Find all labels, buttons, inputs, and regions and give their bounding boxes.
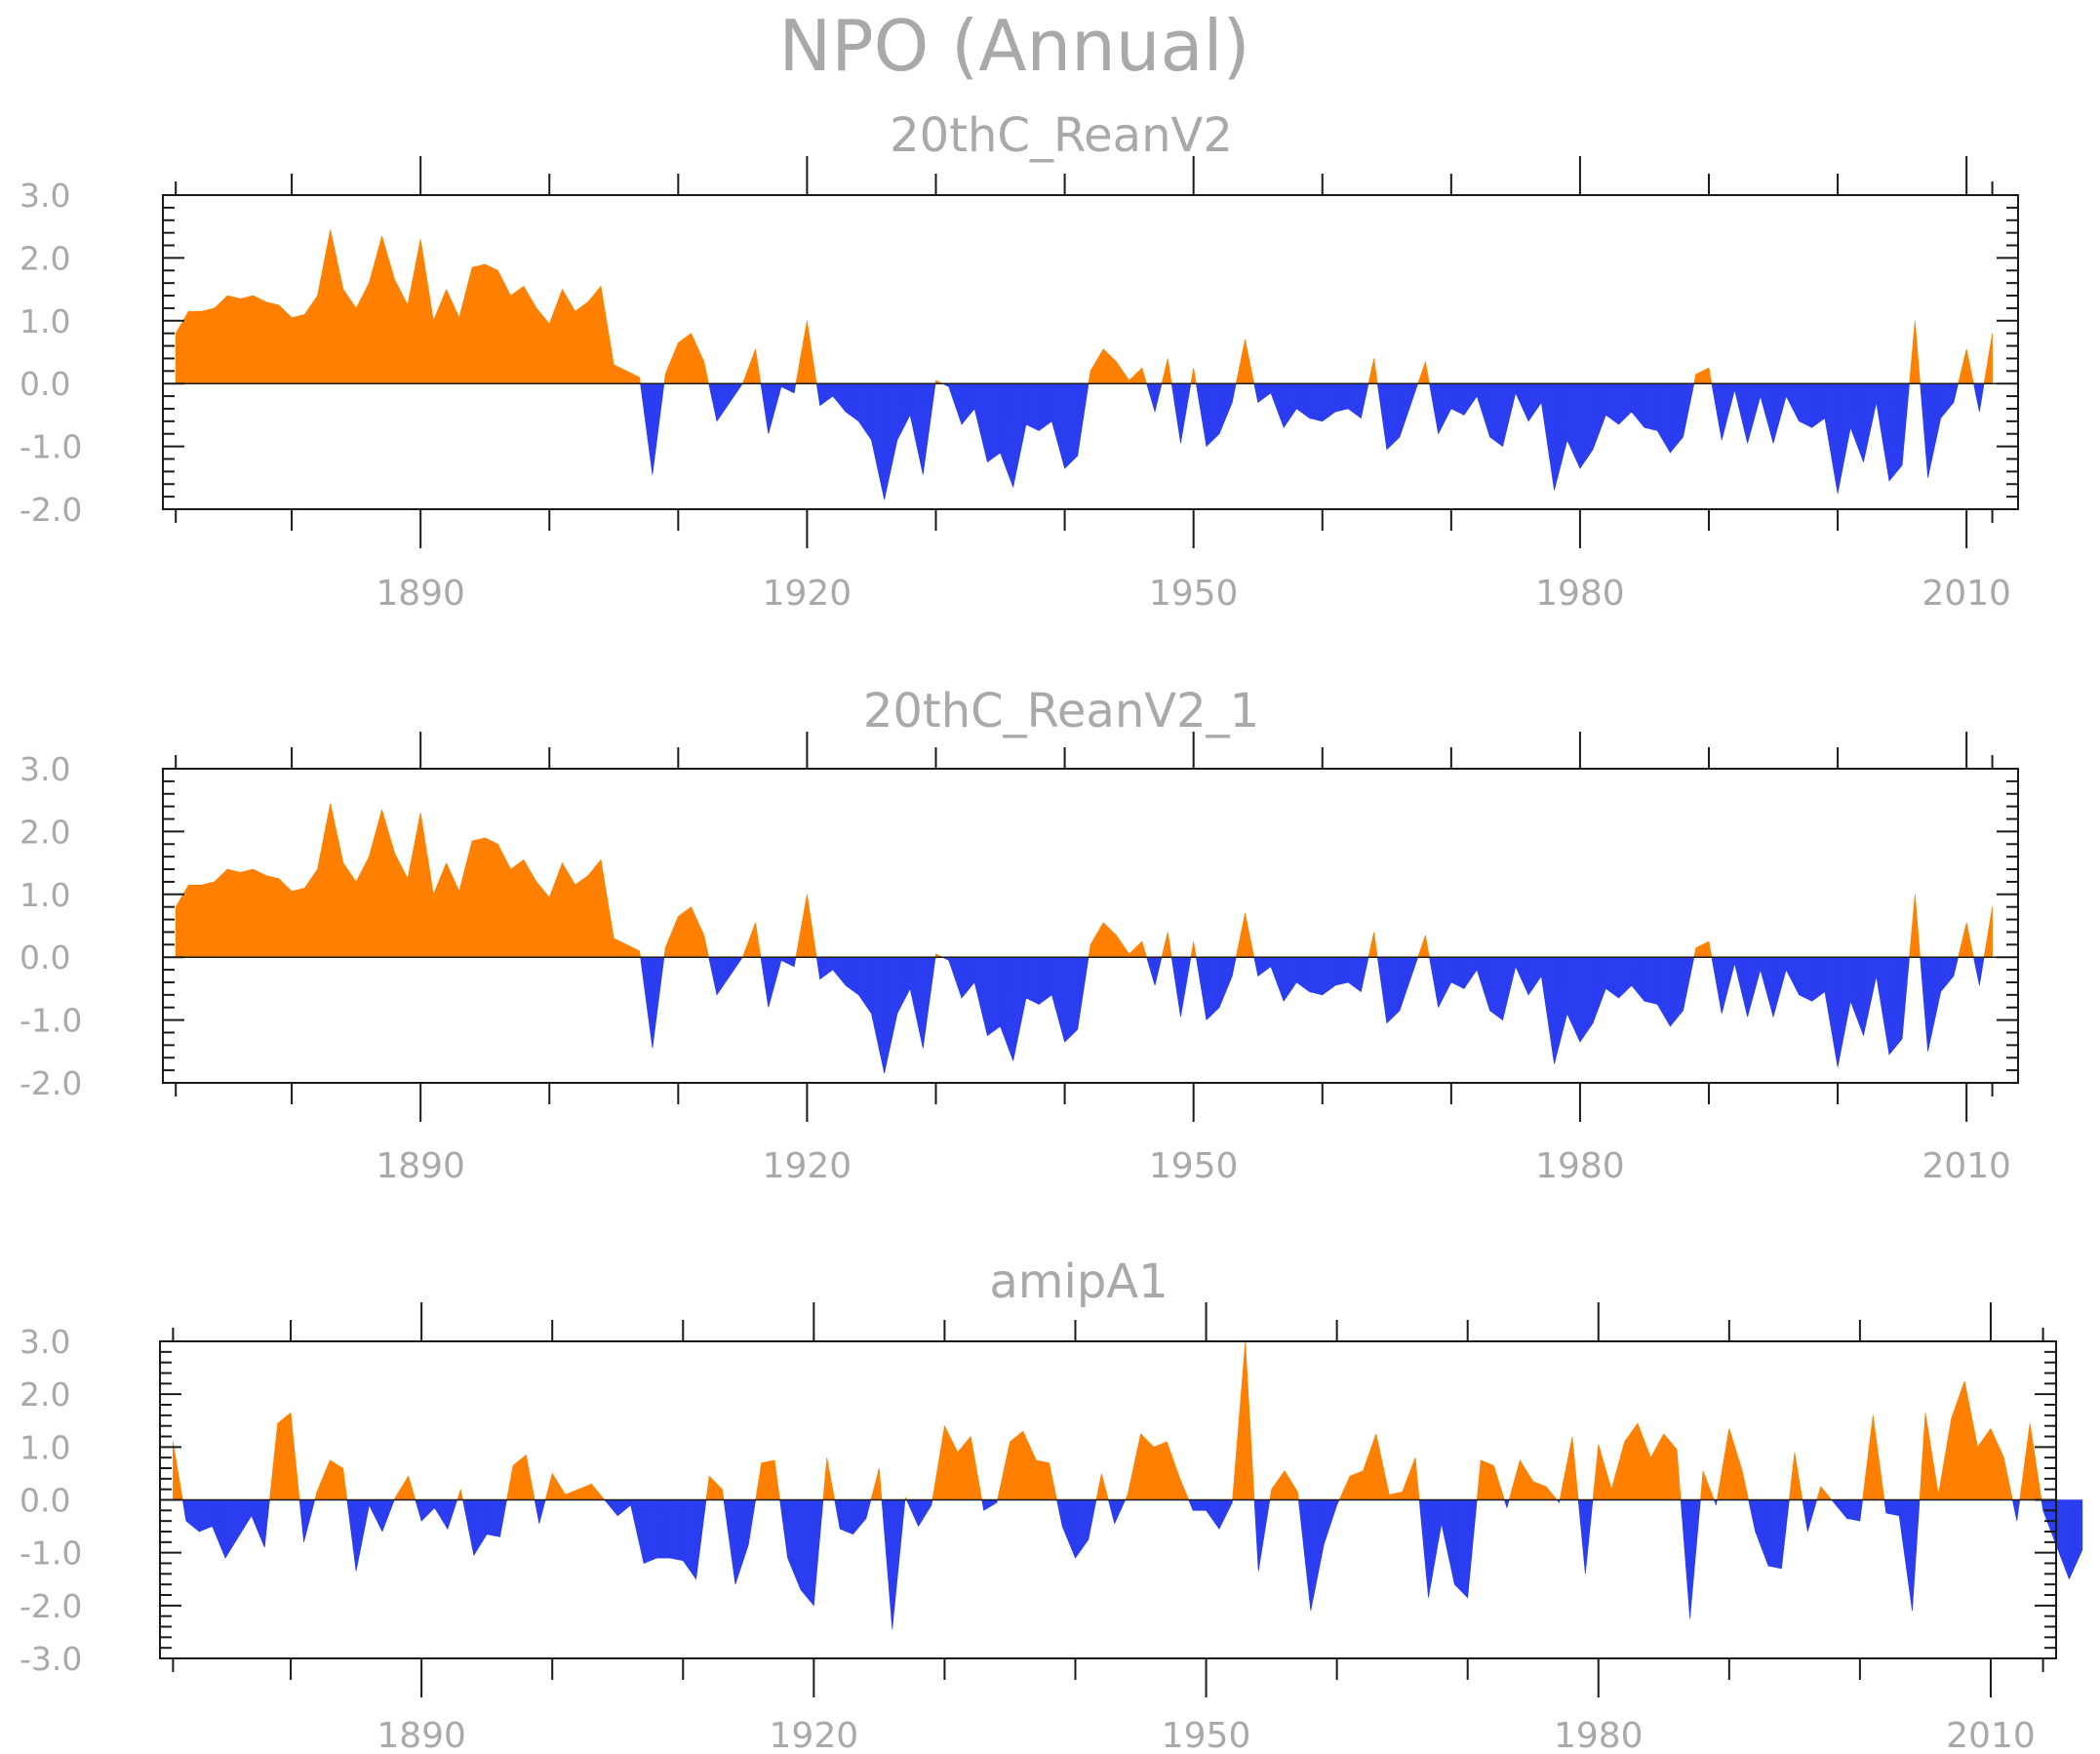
panel-title: amipA1 (989, 1255, 1168, 1309)
negative-anomaly-area (640, 382, 1985, 500)
plot-frame (162, 194, 2019, 510)
y-tick-label: 3.0 (20, 177, 70, 215)
x-tick-label: 1920 (763, 1146, 852, 1186)
panel-title: 20thC_ReanV2_1 (863, 684, 1259, 738)
y-tick-label: 0.0 (20, 365, 70, 403)
y-tick-label: 3.0 (20, 1323, 70, 1361)
y-tick-label: 2.0 (20, 239, 70, 277)
x-tick-label: 1950 (1149, 1146, 1239, 1186)
y-tick-label: 2.0 (20, 813, 70, 851)
y-tick-label: -2.0 (20, 491, 82, 529)
positive-anomaly-area (175, 229, 1993, 384)
x-tick-label: 1980 (1535, 1146, 1625, 1186)
x-tick-label: 1980 (1535, 574, 1625, 614)
y-tick-label: -3.0 (20, 1640, 82, 1678)
x-tick-label: 1890 (376, 1716, 466, 1754)
y-tick-label: -2.0 (20, 1064, 82, 1102)
x-tick-label: 2010 (1922, 574, 2011, 614)
x-tick-label: 1890 (376, 574, 465, 614)
y-tick-label: 3.0 (20, 750, 70, 788)
y-tick-label: -1.0 (20, 1535, 82, 1573)
negative-anomaly-area (640, 956, 1985, 1074)
plot-frame (162, 768, 2019, 1084)
x-tick-label: 1920 (763, 574, 852, 614)
positive-anomaly-area (175, 803, 1993, 958)
chart-panel-3: amipA1 3.0 2.0 1.0 0.0 -1.0 -2.0 -3.0 1890 1920 19… (20, 1255, 2083, 1754)
x-tick-label: 1890 (376, 1146, 465, 1186)
x-tick-label: 1980 (1554, 1716, 1644, 1754)
chart-panel-1: 20thC_ReanV2 3.0 2.0 1.0 0.0 -1.0 -2.0 1890 1920… (20, 108, 2019, 614)
y-tick-label: 1.0 (20, 302, 70, 340)
y-tick-label: 0.0 (20, 1482, 70, 1520)
panel-title: 20thC_ReanV2 (890, 108, 1233, 163)
y-tick-label: -1.0 (20, 1002, 82, 1040)
y-tick-label: -1.0 (20, 428, 82, 466)
y-tick-label: 2.0 (20, 1375, 70, 1414)
y-tick-label: 1.0 (20, 1428, 70, 1466)
negative-anomaly-area (181, 1499, 2083, 1630)
chart-panel-2: 20thC_ReanV2_1 3.0 2.0 1.0 0.0 -1.0 -2.0 1890 19… (20, 684, 2019, 1186)
x-tick-label: 1920 (770, 1716, 859, 1754)
chart-panels: 20thC_ReanV2 3.0 2.0 1.0 0.0 -1.0 -2.0 1890 1920… (20, 108, 2083, 1754)
x-tick-label: 2010 (1946, 1716, 2036, 1754)
x-tick-label: 1950 (1162, 1716, 1251, 1754)
x-tick-label: 1950 (1149, 574, 1239, 614)
x-tick-label: 2010 (1922, 1146, 2011, 1186)
positive-anomaly-area (173, 1340, 2042, 1500)
y-tick-label: 0.0 (20, 938, 70, 977)
y-tick-label: -2.0 (20, 1587, 82, 1625)
figure-title: NPO (Annual) (778, 5, 1249, 87)
y-tick-label: 1.0 (20, 876, 70, 914)
